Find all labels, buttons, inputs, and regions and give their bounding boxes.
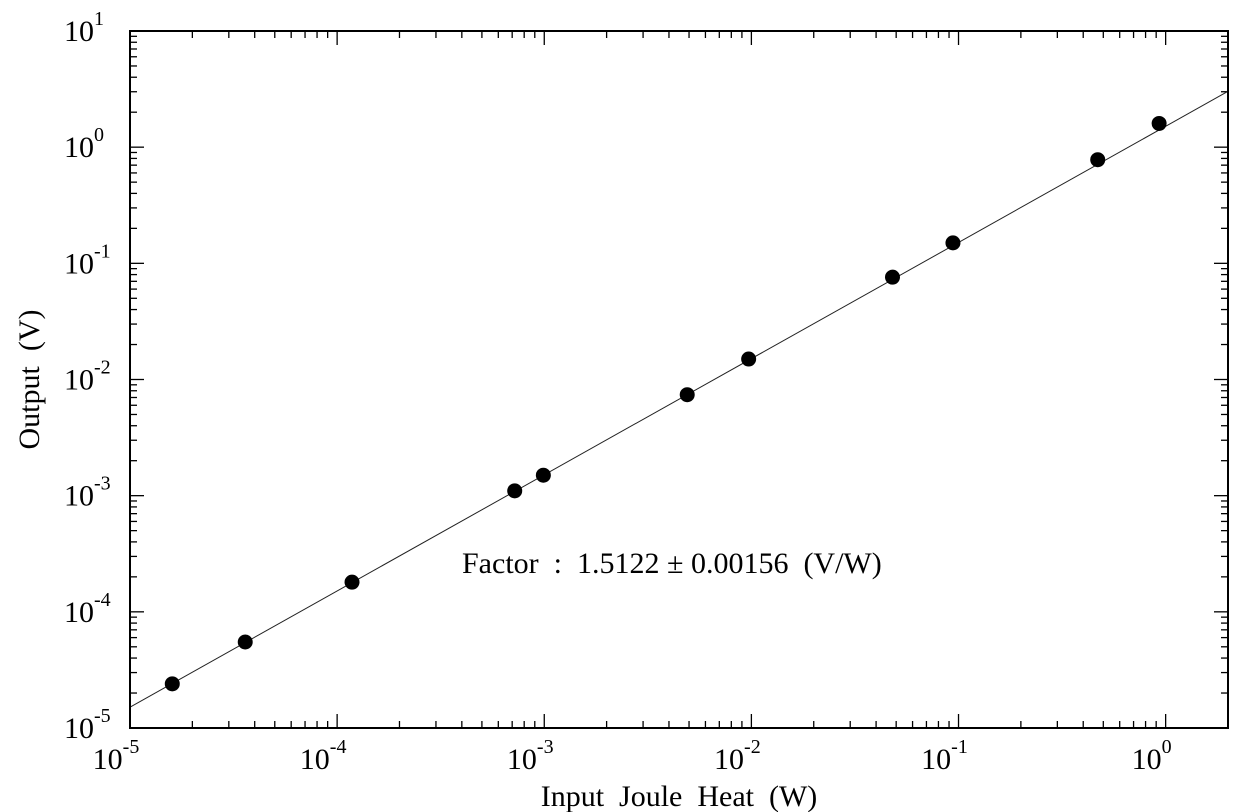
factor-annotation: Factor : 1.5122 ± 0.00156 (V/W) [462,547,882,580]
y-axis-label: Output (V) [13,310,46,450]
data-point [741,351,757,367]
fit-layer [129,90,1229,708]
data-point [884,269,900,285]
y-tick-label: 100 [64,124,104,164]
y-tick-label: 10-3 [64,473,111,513]
data-point [1151,115,1167,131]
data-point [679,387,695,403]
y-tick-label: 101 [64,8,104,48]
plot-frame [129,30,1229,729]
data-point [1090,152,1106,168]
x-tick-label: 10-3 [507,736,554,776]
y-tick-label: 10-4 [64,589,111,629]
data-point [945,235,961,251]
x-tick-label: 10-1 [921,736,968,776]
data-point [237,634,253,650]
x-tick-label: 100 [1132,736,1172,776]
data-point [535,467,551,483]
points-layer [164,115,1167,692]
x-axis-label: Input Joule Heat (W) [541,780,818,812]
fit-line [129,90,1229,708]
x-tick-label: 10-2 [714,736,761,776]
y-tick-label: 10-2 [64,357,111,397]
ticks-layer [129,30,1229,729]
y-tick-label: 10-1 [64,240,111,280]
x-tick-label: 10-5 [93,736,140,776]
y-tick-label: 10-5 [64,705,111,745]
data-point [344,574,360,590]
x-tick-label: 10-4 [300,736,347,776]
data-point [164,676,180,692]
data-point [507,483,523,499]
labels-layer: 10-5 10-4 10-3 10-2 10-1 100 10-5 10-4 10-3 10-2 1… [64,8,1172,776]
